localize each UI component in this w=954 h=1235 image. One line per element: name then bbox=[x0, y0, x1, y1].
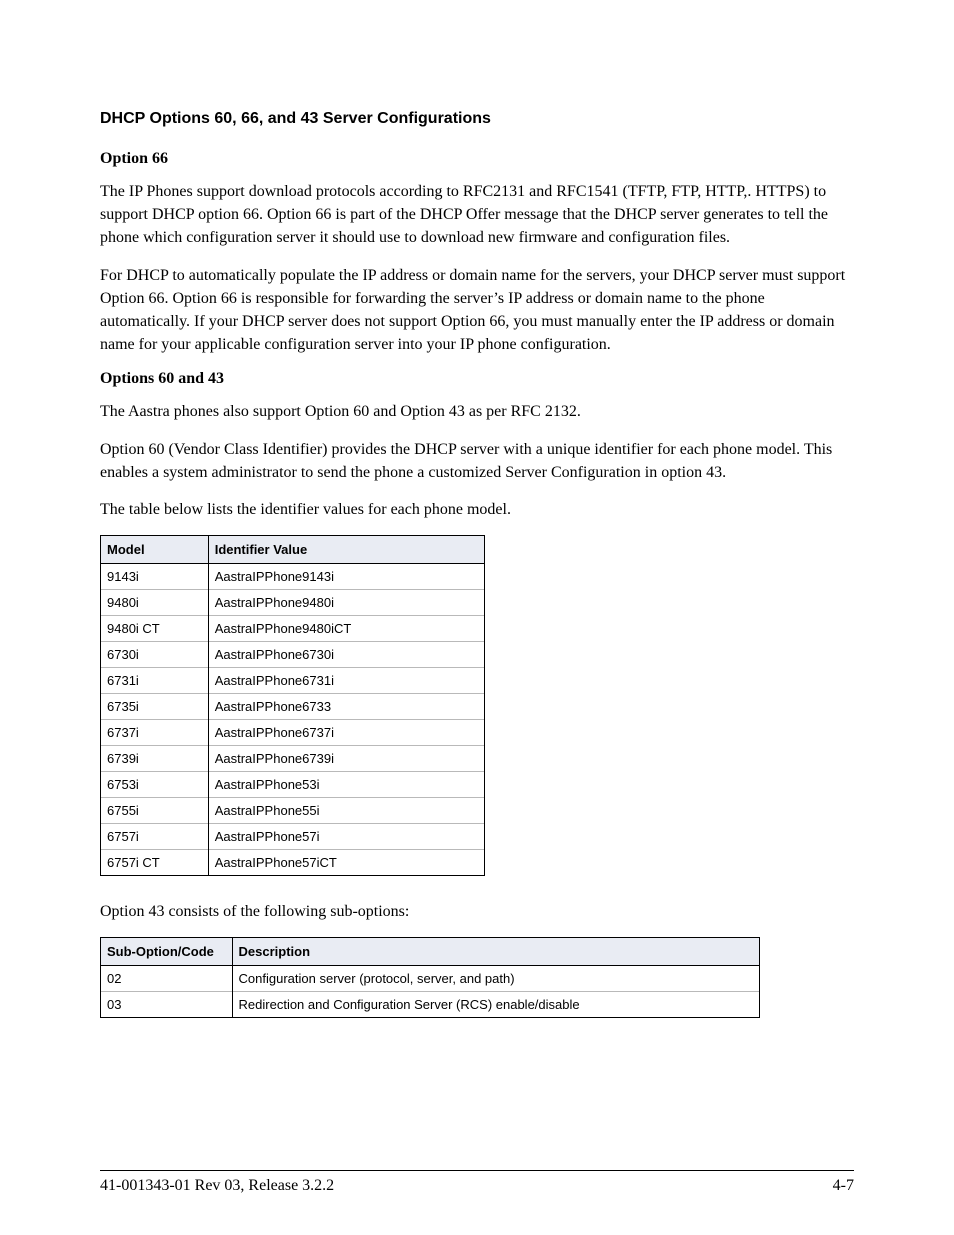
table-row: 6731iAastraIPPhone6731i bbox=[101, 668, 485, 694]
footer-doc-id: 41-001343-01 Rev 03, Release 3.2.2 bbox=[100, 1177, 334, 1195]
table-header-row: Sub-Option/Code Description bbox=[101, 938, 760, 966]
table-cell: 9480i bbox=[101, 590, 209, 616]
paragraph: The Aastra phones also support Option 60… bbox=[100, 400, 854, 423]
table-header: Identifier Value bbox=[208, 536, 484, 564]
table-cell: 02 bbox=[101, 966, 233, 992]
models-table: Model Identifier Value 9143iAastraIPPhon… bbox=[100, 535, 485, 876]
table-row: 6755iAastraIPPhone55i bbox=[101, 798, 485, 824]
table-cell: 6757i CT bbox=[101, 850, 209, 876]
table-cell: 9143i bbox=[101, 564, 209, 590]
table-cell: 9480i CT bbox=[101, 616, 209, 642]
table-row: 6735iAastraIPPhone6733 bbox=[101, 694, 485, 720]
table-row: 6753iAastraIPPhone53i bbox=[101, 772, 485, 798]
table-cell: 6739i bbox=[101, 746, 209, 772]
table-row: 9480i CTAastraIPPhone9480iCT bbox=[101, 616, 485, 642]
table-row: 6757iAastraIPPhone57i bbox=[101, 824, 485, 850]
table-cell: AastraIPPhone53i bbox=[208, 772, 484, 798]
table-cell: AastraIPPhone9143i bbox=[208, 564, 484, 590]
table-cell: 6755i bbox=[101, 798, 209, 824]
table-header: Description bbox=[232, 938, 759, 966]
table-cell: AastraIPPhone57iCT bbox=[208, 850, 484, 876]
page: DHCP Options 60, 66, and 43 Server Confi… bbox=[0, 0, 954, 1235]
table-cell: AastraIPPhone6739i bbox=[208, 746, 484, 772]
table-cell: 03 bbox=[101, 992, 233, 1018]
table-row: 02Configuration server (protocol, server… bbox=[101, 966, 760, 992]
table-cell: 6731i bbox=[101, 668, 209, 694]
footer-page-number: 4-7 bbox=[833, 1177, 854, 1195]
paragraph: The table below lists the identifier val… bbox=[100, 498, 854, 521]
table-cell: 6753i bbox=[101, 772, 209, 798]
table-cell: AastraIPPhone9480i bbox=[208, 590, 484, 616]
paragraph: The IP Phones support download protocols… bbox=[100, 180, 854, 250]
table-cell: 6735i bbox=[101, 694, 209, 720]
table-row: 9480iAastraIPPhone9480i bbox=[101, 590, 485, 616]
page-footer: 41-001343-01 Rev 03, Release 3.2.2 4-7 bbox=[100, 1170, 854, 1195]
table-cell: AastraIPPhone6730i bbox=[208, 642, 484, 668]
table-cell: 6737i bbox=[101, 720, 209, 746]
table-cell: AastraIPPhone6733 bbox=[208, 694, 484, 720]
subheading-options-60-43: Options 60 and 43 bbox=[100, 370, 854, 388]
table-row: 6737iAastraIPPhone6737i bbox=[101, 720, 485, 746]
table-row: 9143iAastraIPPhone9143i bbox=[101, 564, 485, 590]
suboptions-table: Sub-Option/Code Description 02Configurat… bbox=[100, 937, 760, 1018]
table-header: Model bbox=[101, 536, 209, 564]
subheading-option-66: Option 66 bbox=[100, 150, 854, 168]
table-cell: Redirection and Configuration Server (RC… bbox=[232, 992, 759, 1018]
table-cell: AastraIPPhone6731i bbox=[208, 668, 484, 694]
table-cell: AastraIPPhone9480iCT bbox=[208, 616, 484, 642]
table-cell: Configuration server (protocol, server, … bbox=[232, 966, 759, 992]
table-cell: 6730i bbox=[101, 642, 209, 668]
paragraph: For DHCP to automatically populate the I… bbox=[100, 264, 854, 357]
table-row: 6757i CTAastraIPPhone57iCT bbox=[101, 850, 485, 876]
table-header-row: Model Identifier Value bbox=[101, 536, 485, 564]
paragraph: Option 60 (Vendor Class Identifier) prov… bbox=[100, 438, 854, 484]
section-heading: DHCP Options 60, 66, and 43 Server Confi… bbox=[100, 110, 854, 128]
table-cell: 6757i bbox=[101, 824, 209, 850]
paragraph: Option 43 consists of the following sub-… bbox=[100, 900, 854, 923]
table-cell: AastraIPPhone57i bbox=[208, 824, 484, 850]
table-cell: AastraIPPhone6737i bbox=[208, 720, 484, 746]
table-row: 6730iAastraIPPhone6730i bbox=[101, 642, 485, 668]
table-header: Sub-Option/Code bbox=[101, 938, 233, 966]
table-cell: AastraIPPhone55i bbox=[208, 798, 484, 824]
table-row: 03Redirection and Configuration Server (… bbox=[101, 992, 760, 1018]
table-row: 6739iAastraIPPhone6739i bbox=[101, 746, 485, 772]
